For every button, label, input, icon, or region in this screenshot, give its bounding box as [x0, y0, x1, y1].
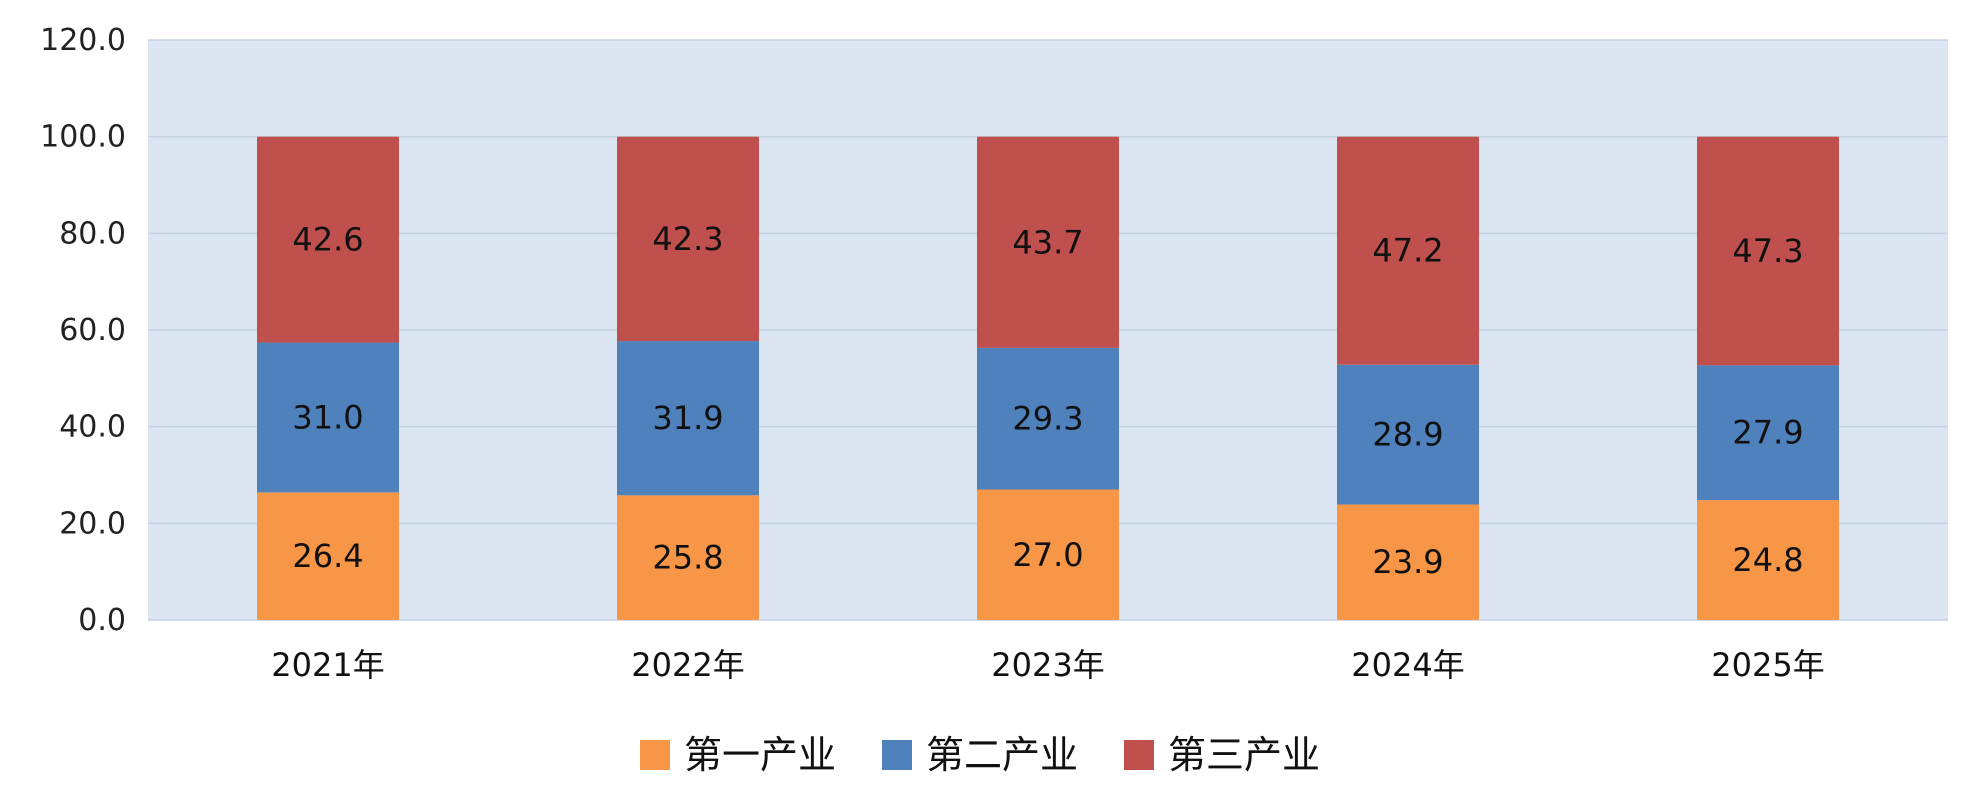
- legend-label: 第一产业: [684, 733, 836, 777]
- data-label: 43.7: [1012, 223, 1083, 261]
- y-tick-label: 40.0: [59, 410, 126, 445]
- y-tick-label: 0.0: [78, 603, 126, 638]
- bar-segment: [257, 342, 399, 493]
- bar-segment: [257, 136, 399, 343]
- x-tick-label: 2022年: [631, 646, 744, 684]
- bar-segment: [977, 136, 1119, 348]
- bar-segment: [257, 492, 399, 620]
- bar-segment: [617, 136, 759, 342]
- legend-swatch: [882, 740, 912, 770]
- bar-segment: [977, 347, 1119, 490]
- data-label: 47.2: [1372, 232, 1443, 270]
- y-axis-ticks: 0.0 20.0 40.0 60.0 80.0 100.0 120.0: [40, 23, 126, 638]
- data-label: 31.0: [292, 398, 363, 436]
- x-tick-label: 2024年: [1351, 646, 1464, 684]
- bar-segment: [1697, 136, 1839, 366]
- legend: 第一产业 第二产业 第三产业: [640, 733, 1320, 777]
- legend-label: 第三产业: [1168, 733, 1320, 777]
- y-tick-label: 100.0: [40, 120, 126, 155]
- data-label: 24.8: [1732, 541, 1803, 579]
- bar-segment: [617, 495, 759, 620]
- x-tick-label: 2025年: [1711, 646, 1824, 684]
- y-tick-label: 120.0: [40, 23, 126, 58]
- data-labels: 26.4 31.0 42.6 25.8 31.9 42.3 27.0 29.3 43.7 23.9…: [292, 220, 1803, 581]
- bar-segment: [1697, 500, 1839, 620]
- data-label: 42.6: [292, 221, 363, 259]
- y-tick-label: 20.0: [59, 506, 126, 541]
- legend-swatch: [1124, 740, 1154, 770]
- x-axis-ticks: 2021年 2022年 2023年 2024年 2025年: [271, 646, 1824, 684]
- x-tick-label: 2023年: [991, 646, 1104, 684]
- bar-segment: [1337, 364, 1479, 505]
- y-tick-label: 80.0: [59, 216, 126, 251]
- data-label: 25.8: [652, 539, 723, 577]
- bar-segment: [1337, 136, 1479, 365]
- data-label: 47.3: [1732, 232, 1803, 270]
- bar-segment: [1337, 504, 1479, 620]
- legend-swatch: [640, 740, 670, 770]
- data-label: 26.4: [292, 537, 363, 575]
- data-label: 28.9: [1372, 416, 1443, 454]
- data-label: 27.0: [1012, 536, 1083, 574]
- x-tick-label: 2021年: [271, 646, 384, 684]
- bar-segment: [1697, 365, 1839, 501]
- bar-segment: [617, 341, 759, 496]
- bar-segment: [977, 489, 1119, 620]
- bar-series: [257, 136, 1839, 620]
- legend-label: 第二产业: [926, 733, 1078, 777]
- data-label: 23.9: [1372, 543, 1443, 581]
- data-label: 27.9: [1732, 414, 1803, 452]
- data-label: 29.3: [1012, 400, 1083, 438]
- y-tick-label: 60.0: [59, 313, 126, 348]
- data-label: 31.9: [652, 399, 723, 437]
- data-label: 42.3: [652, 220, 723, 258]
